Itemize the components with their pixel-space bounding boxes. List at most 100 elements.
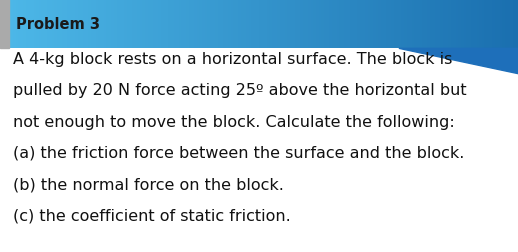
Bar [34, 0, 36, 49]
Bar [60, 0, 62, 49]
Bar [205, 0, 207, 49]
Bar [306, 0, 308, 49]
Bar [114, 0, 117, 49]
Bar [280, 0, 282, 49]
Bar [142, 0, 145, 49]
Bar [277, 0, 280, 49]
Bar [189, 0, 192, 49]
Bar [85, 0, 88, 49]
Text: A 4-kg block rests on a horizontal surface. The block is: A 4-kg block rests on a horizontal surfa… [13, 52, 452, 67]
Bar [197, 0, 199, 49]
Bar [412, 0, 414, 49]
Bar [264, 0, 267, 49]
Bar [344, 0, 347, 49]
Bar [492, 0, 495, 49]
Bar [425, 0, 427, 49]
Bar [394, 0, 396, 49]
Bar [176, 0, 179, 49]
Bar [101, 0, 104, 49]
Bar [5, 0, 8, 49]
Bar [18, 0, 21, 49]
Text: (a) the friction force between the surface and the block.: (a) the friction force between the surfa… [13, 145, 464, 160]
Bar [155, 0, 158, 49]
Bar [98, 0, 101, 49]
Bar [186, 0, 189, 49]
Bar [23, 0, 26, 49]
Bar [383, 0, 386, 49]
Bar [433, 0, 435, 49]
Bar [52, 0, 54, 49]
Bar [502, 0, 505, 49]
Bar [295, 0, 298, 49]
Bar [88, 0, 91, 49]
Text: pulled by 20 N force acting 25º above the horizontal but: pulled by 20 N force acting 25º above th… [13, 83, 467, 98]
Bar [414, 0, 417, 49]
Bar [238, 0, 241, 49]
Bar [47, 0, 49, 49]
Bar [404, 0, 407, 49]
Bar [365, 0, 368, 49]
Bar [360, 0, 363, 49]
Bar [477, 0, 479, 49]
Bar [135, 0, 137, 49]
Bar [290, 0, 293, 49]
Bar [368, 0, 370, 49]
Text: Problem 3: Problem 3 [16, 17, 99, 32]
Bar [313, 0, 316, 49]
Bar [122, 0, 124, 49]
Bar [378, 0, 381, 49]
Bar [153, 0, 155, 49]
Bar [78, 0, 80, 49]
Bar [231, 0, 233, 49]
Bar [464, 0, 466, 49]
Polygon shape [399, 49, 518, 74]
Bar [282, 0, 285, 49]
Bar [202, 0, 205, 49]
Bar [420, 0, 422, 49]
Bar [435, 0, 438, 49]
Bar [363, 0, 365, 49]
Bar [300, 0, 303, 49]
Bar [484, 0, 487, 49]
Bar [440, 0, 443, 49]
Bar [212, 0, 215, 49]
Bar [303, 0, 306, 49]
Bar [62, 0, 65, 49]
Bar [127, 0, 130, 49]
Bar [73, 0, 75, 49]
Bar [236, 0, 238, 49]
Bar [337, 0, 339, 49]
Bar [500, 0, 502, 49]
Bar [471, 0, 474, 49]
Bar [430, 0, 433, 49]
Bar [181, 0, 184, 49]
Bar [243, 0, 246, 49]
Bar [451, 0, 453, 49]
Bar [31, 0, 34, 49]
Bar [417, 0, 420, 49]
Bar [287, 0, 290, 49]
Bar [91, 0, 93, 49]
Bar [316, 0, 319, 49]
Bar [220, 0, 223, 49]
Bar [399, 0, 401, 49]
Bar [357, 0, 360, 49]
Bar [194, 0, 197, 49]
Bar [41, 0, 44, 49]
Bar [448, 0, 451, 49]
Bar [26, 0, 28, 49]
Bar [311, 0, 313, 49]
Bar [487, 0, 490, 49]
Bar [391, 0, 394, 49]
Bar [469, 0, 471, 49]
Bar [293, 0, 295, 49]
Bar [233, 0, 236, 49]
Bar [308, 0, 311, 49]
Bar [262, 0, 264, 49]
Bar [166, 0, 168, 49]
Bar [407, 0, 409, 49]
Bar [67, 0, 70, 49]
Bar [28, 0, 31, 49]
Bar [275, 0, 277, 49]
Bar [215, 0, 218, 49]
